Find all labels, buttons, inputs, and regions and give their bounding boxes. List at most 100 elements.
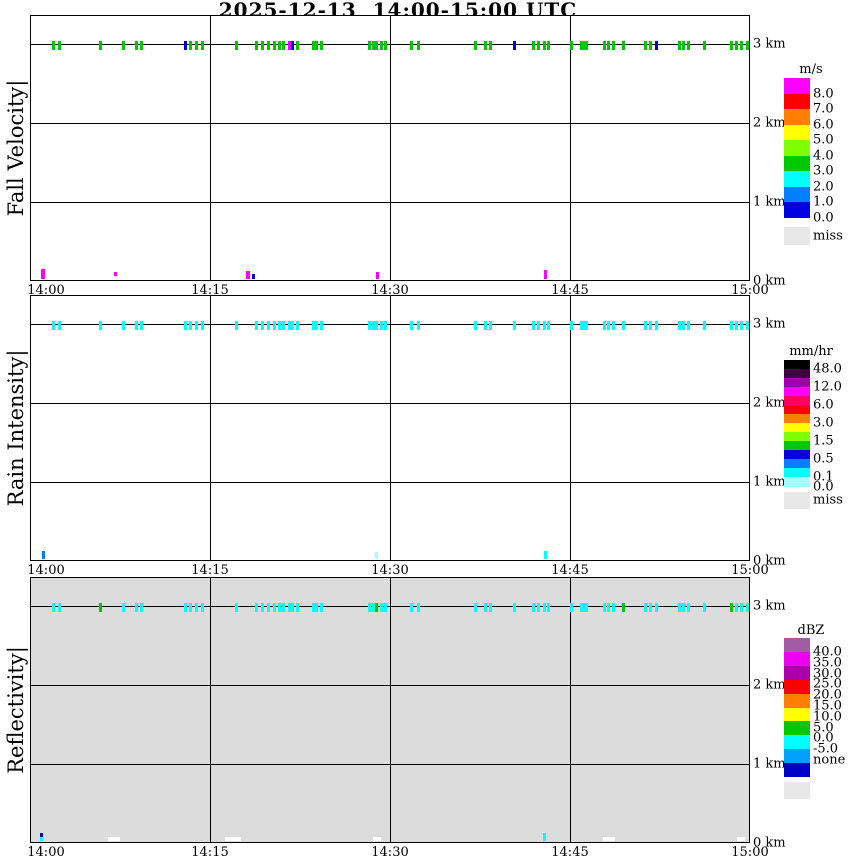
colorbar-segment — [784, 477, 810, 487]
echo-tick — [287, 603, 291, 612]
echo-tick — [677, 321, 681, 330]
x-axis-label: 14:30 — [371, 845, 409, 860]
surface-mark — [107, 837, 120, 841]
colorbar-label: 6.0 — [813, 397, 834, 413]
x-axis-label: 14:00 — [27, 283, 65, 298]
x-axis-label: 15:00 — [731, 845, 769, 860]
colorbar-missing-swatch — [784, 782, 810, 799]
echo-tick — [543, 41, 547, 50]
echo-tick — [546, 41, 550, 50]
echo-tick — [745, 41, 749, 50]
echo-tick — [267, 321, 271, 330]
colorbar-segment — [784, 763, 810, 778]
echo-tick — [489, 41, 493, 50]
x-axis-label: 14:45 — [551, 845, 589, 860]
echo-tick — [409, 41, 413, 50]
colorbar-segment — [784, 721, 810, 736]
echo-tick — [745, 321, 749, 330]
echo-tick — [379, 41, 383, 50]
echo-tick — [643, 603, 647, 612]
x-axis-label: 14:15 — [191, 845, 229, 860]
x-axis-label: 14:30 — [371, 563, 409, 578]
colorbar-segment — [784, 432, 810, 442]
echo-tick — [201, 41, 205, 50]
echo-tick — [643, 41, 647, 50]
gridline-vertical — [570, 578, 571, 842]
echo-tick — [295, 41, 299, 50]
echo-tick — [52, 321, 56, 330]
echo-tick — [311, 321, 315, 330]
echo-tick — [371, 321, 375, 330]
echo-tick — [417, 603, 421, 612]
x-axis-label: 15:00 — [731, 563, 769, 578]
colorbar-label: 5.0 — [813, 720, 834, 736]
echo-tick — [375, 603, 379, 612]
echo-tick — [611, 41, 615, 50]
echo-tick — [606, 41, 610, 50]
echo-tick — [730, 321, 734, 330]
surface-mark — [40, 837, 44, 841]
echo-tick — [189, 603, 193, 612]
surface-mark — [40, 833, 44, 837]
echo-tick — [261, 41, 265, 50]
colorbar-label: 2.0 — [813, 179, 834, 194]
echo-tick — [739, 603, 743, 612]
echo-tick — [52, 41, 56, 50]
echo-tick — [739, 321, 743, 330]
colorbar-segment — [784, 441, 810, 451]
y-axis-label-km: 3 km — [753, 36, 786, 52]
x-axis-label: 14:00 — [27, 845, 65, 860]
echo-tick — [255, 603, 259, 612]
echo-tick — [195, 321, 199, 330]
x-axis-label: 14:15 — [191, 563, 229, 578]
colorbar-missing-label: none — [813, 752, 846, 768]
y-axis-label-km: 2 km — [753, 677, 786, 693]
echo-tick — [267, 41, 271, 50]
echo-tick — [537, 321, 541, 330]
echo-tick — [730, 41, 734, 50]
echo-tick — [234, 321, 238, 330]
echo-tick — [417, 321, 421, 330]
echo-tick — [603, 41, 607, 50]
colorbar-missing-swatch — [784, 227, 810, 245]
y-axis-label-km: 1 km — [753, 194, 786, 210]
echo-tick — [687, 321, 691, 330]
echo-tick — [745, 603, 749, 612]
surface-mark — [41, 551, 45, 559]
echo-tick — [267, 603, 271, 612]
colorbar-missing-label: miss — [813, 492, 843, 508]
echo-tick — [730, 603, 734, 612]
echo-tick — [295, 603, 299, 612]
echo-tick — [682, 41, 686, 50]
y-axis-label-km: 0 km — [753, 273, 786, 289]
echo-tick — [58, 41, 62, 50]
colorbar-missing-label: miss — [813, 228, 843, 244]
echo-tick — [484, 321, 488, 330]
x-axis-label: 14:45 — [551, 563, 589, 578]
echo-tick — [409, 321, 413, 330]
echo-tick — [311, 603, 315, 612]
surface-mark — [246, 271, 251, 279]
echo-tick — [139, 603, 143, 612]
echo-tick — [739, 41, 743, 50]
echo-tick — [569, 603, 573, 612]
echo-tick — [687, 41, 691, 50]
echo-tick — [611, 603, 615, 612]
y-axis-label-km: 1 km — [753, 756, 786, 772]
colorbar-label: 8.0 — [813, 86, 834, 101]
y-axis-label-km: 3 km — [753, 598, 786, 614]
echo-tick — [687, 603, 691, 612]
echo-tick — [735, 603, 739, 612]
gridline-vertical — [390, 578, 391, 842]
echo-tick — [375, 321, 379, 330]
echo-tick — [184, 41, 188, 50]
echo-tick — [371, 603, 375, 612]
echo-tick — [375, 41, 379, 50]
echo-tick — [287, 41, 291, 50]
colorbar-label: 7.0 — [813, 101, 834, 117]
colorbar-label: 30.0 — [813, 666, 842, 682]
echo-tick — [121, 321, 125, 330]
colorbar-segment — [784, 638, 810, 653]
colorbar-label: 6.0 — [813, 117, 834, 132]
